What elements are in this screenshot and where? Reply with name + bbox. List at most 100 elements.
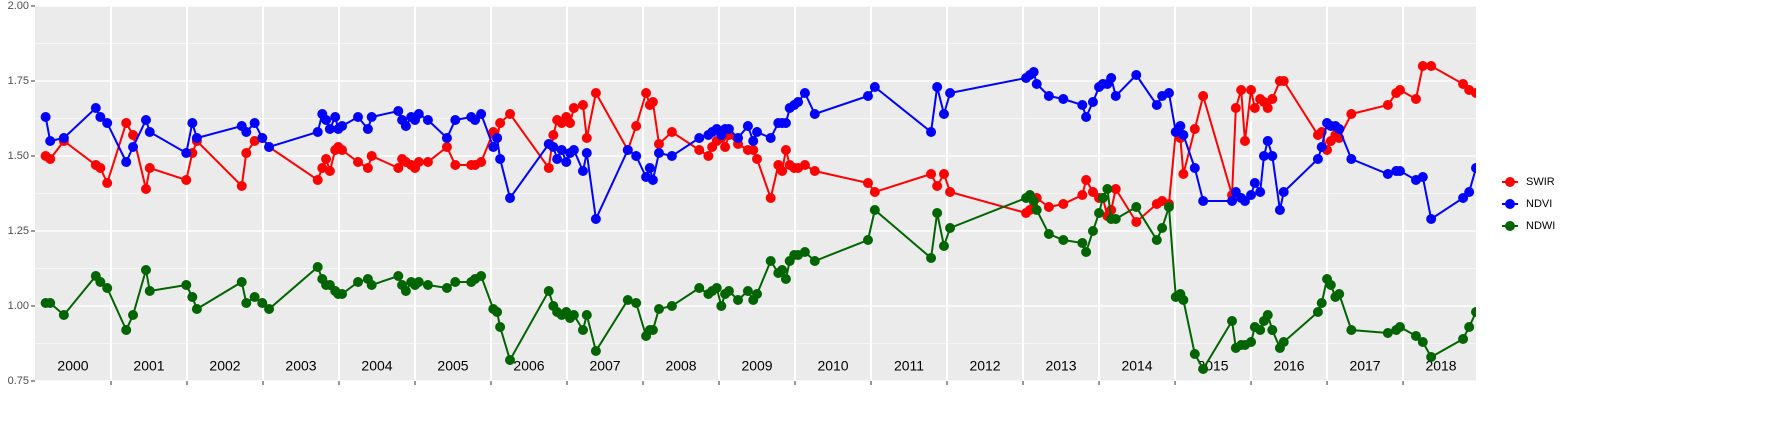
data-point (476, 109, 487, 119)
data-point (568, 145, 579, 155)
data-point (1471, 88, 1476, 98)
data-point (590, 346, 601, 356)
data-point (793, 97, 804, 107)
data-point (577, 166, 588, 176)
data-point (1334, 124, 1345, 134)
data-point (249, 118, 260, 128)
data-point (1227, 316, 1238, 326)
data-point (543, 286, 554, 296)
year-label: 2018 (1425, 358, 1456, 374)
data-point (1178, 169, 1189, 179)
year-label: 2002 (209, 358, 240, 374)
year-label: 2007 (589, 358, 620, 374)
data-point (40, 112, 51, 122)
data-point (1227, 196, 1238, 206)
data-point (703, 151, 714, 161)
legend-label: NDWI (1526, 220, 1555, 232)
year-label: 2017 (1349, 358, 1380, 374)
data-point (752, 289, 763, 299)
data-point (1417, 61, 1428, 71)
year-label: 2006 (513, 358, 544, 374)
data-point (312, 127, 323, 137)
data-point (622, 145, 633, 155)
data-point (241, 148, 252, 158)
y-tick-label: 1.75 (8, 75, 29, 87)
year-label: 2009 (741, 358, 772, 374)
data-point (862, 235, 873, 245)
data-point (450, 277, 461, 287)
year-label: 2005 (437, 358, 468, 374)
year-label: 2014 (1121, 358, 1152, 374)
data-point (945, 187, 956, 197)
data-point (181, 175, 192, 185)
data-point (1278, 76, 1289, 86)
data-point (1163, 88, 1174, 98)
data-point (577, 100, 588, 110)
data-point (1189, 163, 1200, 173)
data-point (321, 115, 332, 125)
data-point (543, 163, 554, 173)
data-point (1316, 298, 1327, 308)
data-point (144, 127, 155, 137)
data-point (1178, 130, 1189, 140)
data-point (1094, 208, 1105, 218)
data-point (622, 295, 633, 305)
data-point (809, 256, 820, 266)
data-point (1110, 184, 1121, 194)
data-point (1081, 175, 1092, 185)
data-point (548, 130, 559, 140)
data-point (590, 214, 601, 224)
data-point (58, 310, 69, 320)
year-label: 2016 (1273, 358, 1304, 374)
data-point (631, 121, 642, 131)
data-point (1106, 205, 1117, 215)
data-point (1262, 310, 1273, 320)
data-point (393, 271, 404, 281)
data-point (241, 298, 252, 308)
data-point (1382, 169, 1393, 179)
data-point (236, 277, 247, 287)
data-point (45, 154, 56, 164)
data-point (777, 166, 788, 176)
data-point (121, 157, 132, 167)
data-point (337, 121, 348, 131)
year-label: 2008 (665, 358, 696, 374)
data-point (938, 169, 949, 179)
data-point (317, 163, 328, 173)
data-point (312, 175, 323, 185)
data-point (1394, 322, 1405, 332)
data-point (1077, 238, 1088, 248)
data-point (1464, 187, 1475, 197)
data-point (1417, 337, 1428, 347)
data-point (1131, 70, 1142, 80)
data-point (723, 286, 734, 296)
data-point (926, 169, 937, 179)
year-label: 2010 (817, 358, 848, 374)
data-point (1262, 103, 1273, 113)
y-tick-label: 2.00 (8, 0, 29, 12)
data-point (742, 286, 753, 296)
data-point (366, 112, 377, 122)
data-point (711, 283, 722, 293)
data-point (1312, 307, 1323, 317)
data-point (45, 298, 56, 308)
data-point (144, 286, 155, 296)
data-point (353, 277, 364, 287)
data-point (241, 127, 252, 137)
data-point (1087, 187, 1098, 197)
data-point (748, 136, 759, 146)
data-point (1246, 85, 1257, 95)
data-point (653, 148, 664, 158)
data-point (1262, 136, 1273, 146)
data-point (577, 325, 588, 335)
data-point (264, 304, 275, 314)
data-point (1267, 325, 1278, 335)
data-point (1464, 322, 1475, 332)
data-point (400, 121, 411, 131)
data-point (441, 283, 452, 293)
data-point (249, 292, 260, 302)
data-point (581, 310, 592, 320)
data-point (413, 277, 424, 287)
data-point (422, 157, 433, 167)
